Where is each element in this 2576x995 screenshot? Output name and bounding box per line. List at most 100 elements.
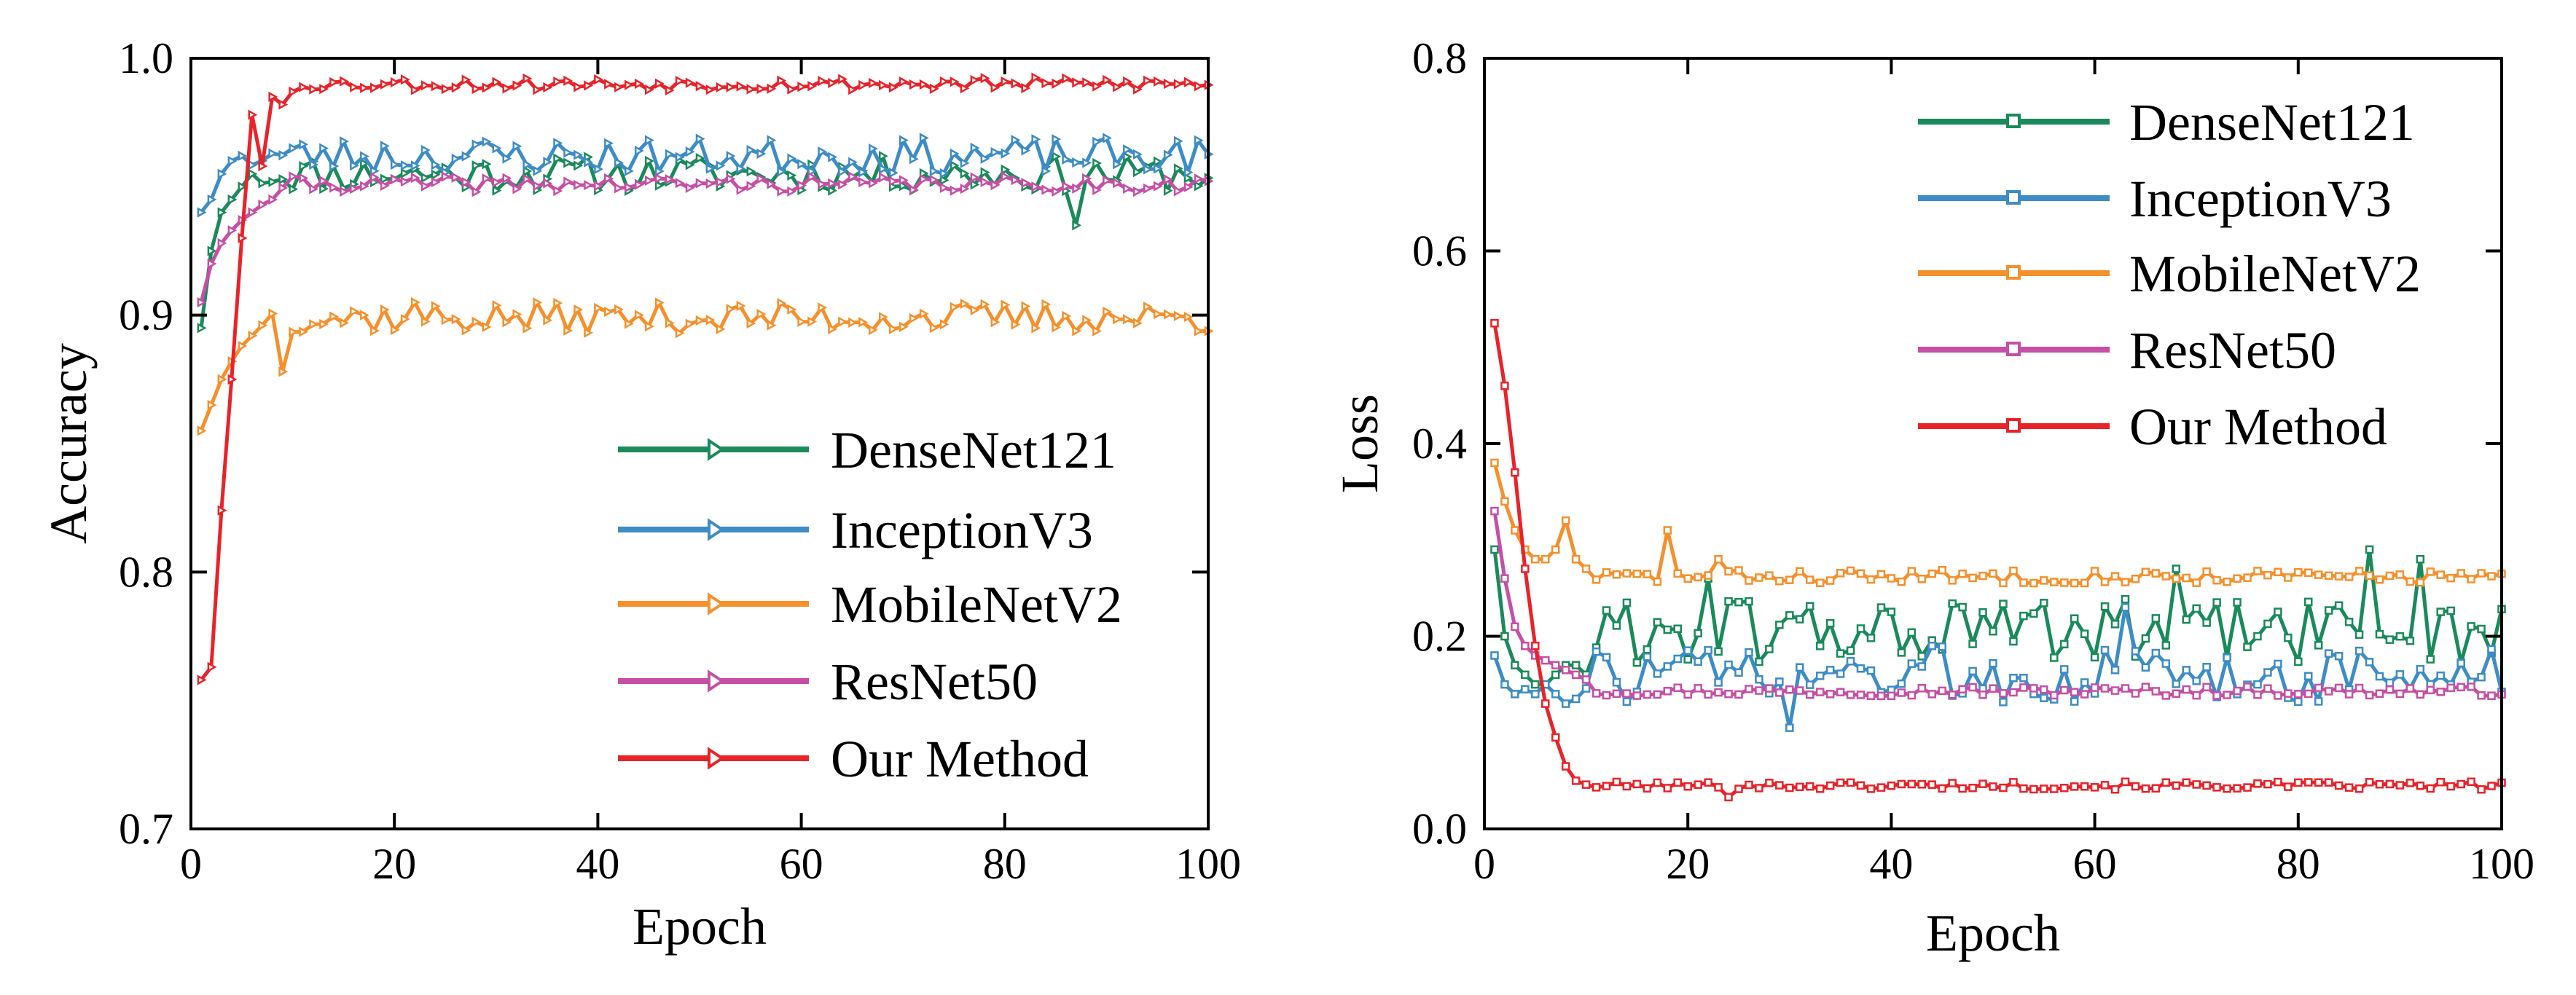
accuracy-data-point <box>797 316 807 327</box>
loss-data-point <box>1989 684 1997 693</box>
accuracy-data-point <box>1021 301 1031 312</box>
accuracy-data-point <box>939 319 950 330</box>
loss-data-point <box>1724 660 1733 669</box>
loss-data-point <box>1938 686 1946 696</box>
accuracy-data-point <box>522 73 533 84</box>
accuracy-data-point <box>553 153 563 164</box>
accuracy-data-point <box>471 316 482 327</box>
accuracy-data-point <box>787 186 797 197</box>
accuracy-data-point <box>665 174 675 185</box>
accuracy-data-point <box>217 237 227 249</box>
loss-series-mobilenetv2 <box>1490 458 2506 588</box>
loss-data-point <box>1938 565 1946 575</box>
loss-data-point <box>1551 661 1560 669</box>
loss-data-point <box>2009 778 2018 787</box>
accuracy-data-point <box>1133 149 1143 160</box>
accuracy-data-point <box>461 177 471 188</box>
accuracy-data-point <box>797 180 807 191</box>
loss-data-point <box>2294 697 2303 707</box>
accuracy-data-point <box>980 167 990 178</box>
loss-data-point <box>1673 654 1682 664</box>
accuracy-data-point <box>380 79 390 90</box>
loss-data-point <box>1632 691 1642 700</box>
accuracy-data-point <box>492 143 502 154</box>
accuracy-data-point <box>909 312 919 324</box>
accuracy-data-point <box>1194 135 1204 146</box>
accuracy-data-point <box>797 81 807 93</box>
loss-data-point <box>2436 570 2445 579</box>
loss-data-point <box>2334 781 2344 790</box>
accuracy-data-point <box>553 138 563 149</box>
accuracy-data-point <box>1031 181 1041 192</box>
loss-data-point <box>2334 652 2344 661</box>
loss-data-point <box>2172 574 2181 583</box>
accuracy-data-point <box>268 176 278 187</box>
accuracy-data-point <box>553 76 563 87</box>
loss-data-point <box>2385 635 2395 644</box>
loss-data-point <box>1622 569 1632 578</box>
loss-data-point <box>2029 684 2038 693</box>
accuracy-data-point <box>1153 163 1163 174</box>
accuracy-data-point <box>217 207 227 218</box>
accuracy-data-point <box>482 136 492 147</box>
accuracy-data-point <box>319 84 329 95</box>
accuracy-data-point <box>1001 171 1011 182</box>
accuracy-data-point <box>350 82 359 93</box>
accuracy-data-point <box>848 171 858 182</box>
loss-data-point <box>1968 783 1977 793</box>
accuracy-data-point <box>1163 79 1173 90</box>
accuracy-data-point <box>584 327 594 338</box>
loss-data-point <box>2080 678 2089 687</box>
loss-data-point <box>2070 697 2079 706</box>
loss-data-point <box>1796 686 1804 695</box>
accuracy-data-point <box>1133 318 1143 329</box>
loss-data-point <box>1673 778 1682 787</box>
accuracy-data-point <box>522 323 533 334</box>
accuracy-data-point <box>777 298 787 309</box>
accuracy-series-inceptionv3 <box>197 133 1214 218</box>
loss-data-point <box>1714 554 1723 564</box>
accuracy-data-point <box>929 174 939 186</box>
loss-data-point <box>2080 629 2089 638</box>
accuracy-data-point <box>1123 183 1132 194</box>
accuracy-data-point <box>197 323 207 334</box>
loss-data-point <box>2354 683 2364 693</box>
loss-data-point <box>2131 782 2140 791</box>
accuracy-data-point <box>695 178 705 189</box>
loss-data-point <box>2223 691 2231 699</box>
accuracy-data-point <box>665 149 675 160</box>
loss-data-point <box>2405 577 2415 586</box>
loss-data-point <box>1653 690 1662 699</box>
loss-data-point <box>1968 683 1977 692</box>
accuracy-x-axis-title: Epoch <box>633 897 767 956</box>
accuracy-data-point <box>634 78 644 90</box>
legend-label: ResNet50 <box>831 653 1038 711</box>
accuracy-data-point <box>278 149 289 161</box>
accuracy-data-point <box>370 82 380 93</box>
loss-data-point <box>2395 689 2405 699</box>
loss-data-point <box>2284 689 2293 698</box>
loss-data-point <box>2161 641 2171 650</box>
legend-label: ResNet50 <box>2129 321 2336 379</box>
loss-data-point <box>1825 666 1835 675</box>
accuracy-data-point <box>787 304 797 315</box>
loss-data-point <box>2100 578 2110 586</box>
accuracy-data-point <box>929 322 939 334</box>
accuracy-data-point <box>879 79 888 91</box>
accuracy-data-point <box>1133 167 1143 178</box>
loss-data-point <box>1531 680 1540 689</box>
loss-data-point <box>1989 626 1997 636</box>
loss-data-point <box>1815 688 1825 696</box>
loss-data-point <box>1805 602 1814 610</box>
loss-data-point <box>1989 658 1997 668</box>
accuracy-data-point <box>573 304 584 315</box>
loss-data-point <box>1724 793 1733 802</box>
accuracy-data-point <box>390 159 400 170</box>
loss-x-tick-label: 100 <box>2469 840 2534 888</box>
loss-x-tick-label: 40 <box>1869 840 1913 888</box>
loss-data-point <box>1511 661 1519 669</box>
loss-data-point <box>2324 687 2333 696</box>
loss-data-point <box>2487 645 2496 654</box>
loss-data-point <box>2354 630 2364 639</box>
accuracy-data-point <box>278 182 289 194</box>
